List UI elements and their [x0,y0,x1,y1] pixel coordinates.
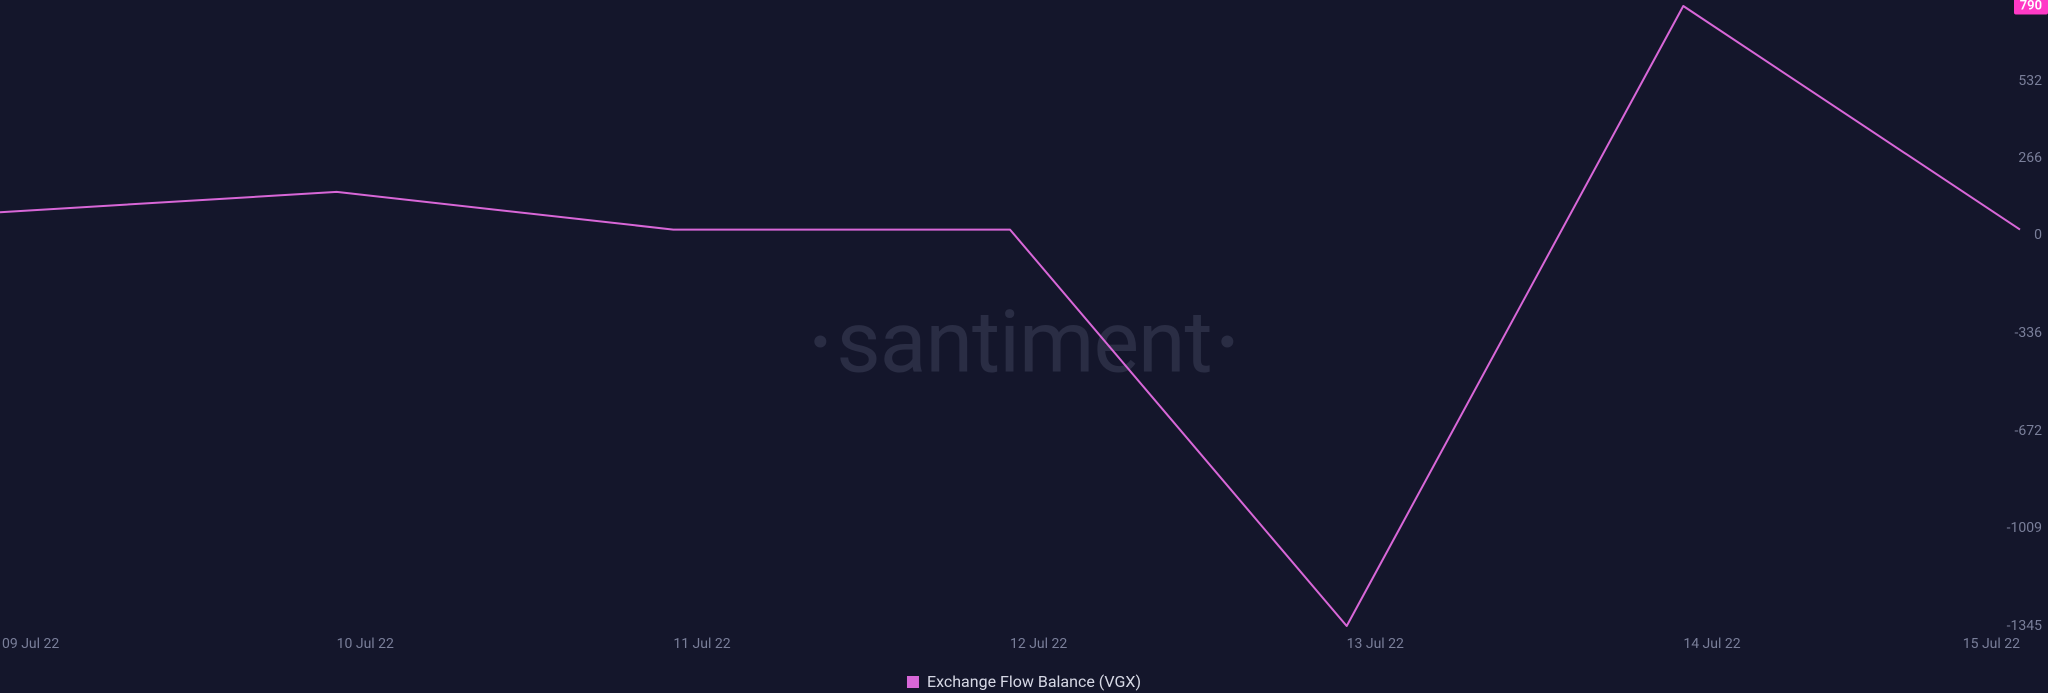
line-chart-svg [0,0,2048,693]
x-tick-label: 09 Jul 22 [2,636,59,652]
badge-value: 790 [2020,0,2042,14]
y-tick-label: -1009 [2007,520,2042,536]
x-tick-label: 12 Jul 22 [1010,636,1067,652]
current-value-badge: 790 [2014,0,2048,15]
series-line [0,6,2020,626]
x-tick-label: 15 Jul 22 [1963,636,2020,652]
legend-label: Exchange Flow Balance (VGX) [927,672,1141,691]
y-tick-label: 266 [2018,150,2042,166]
x-tick-label: 10 Jul 22 [337,636,394,652]
y-tick-label: -336 [2015,325,2042,341]
y-tick-label: -672 [2015,423,2042,439]
y-tick-label: -1345 [2007,618,2042,634]
x-tick-label: 11 Jul 22 [673,636,730,652]
x-tick-label: 13 Jul 22 [1347,636,1404,652]
y-tick-label: 0 [2034,227,2042,243]
chart-container: santiment -1345-1009-672-3360266532 09 J… [0,0,2048,693]
legend-swatch [907,676,919,688]
legend[interactable]: Exchange Flow Balance (VGX) [907,672,1141,691]
y-tick-label: 532 [2018,73,2042,89]
x-tick-label: 14 Jul 22 [1683,636,1740,652]
